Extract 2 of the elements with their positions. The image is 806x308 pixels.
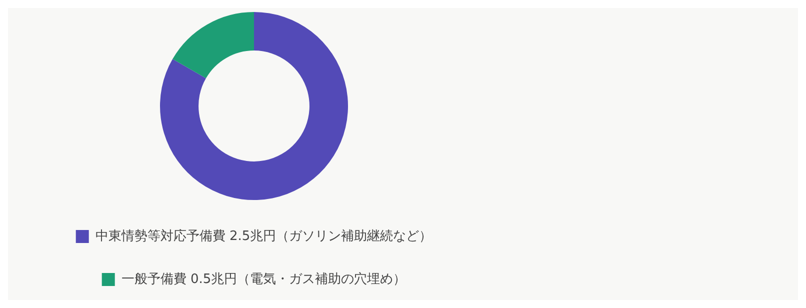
legend-label: 一般予備費 0.5兆円（電気・ガス補助の穴埋め） <box>121 272 406 287</box>
legend-label: 中東情勢等対応予備費 2.5兆円（ガソリン補助継続など） <box>95 228 432 244</box>
